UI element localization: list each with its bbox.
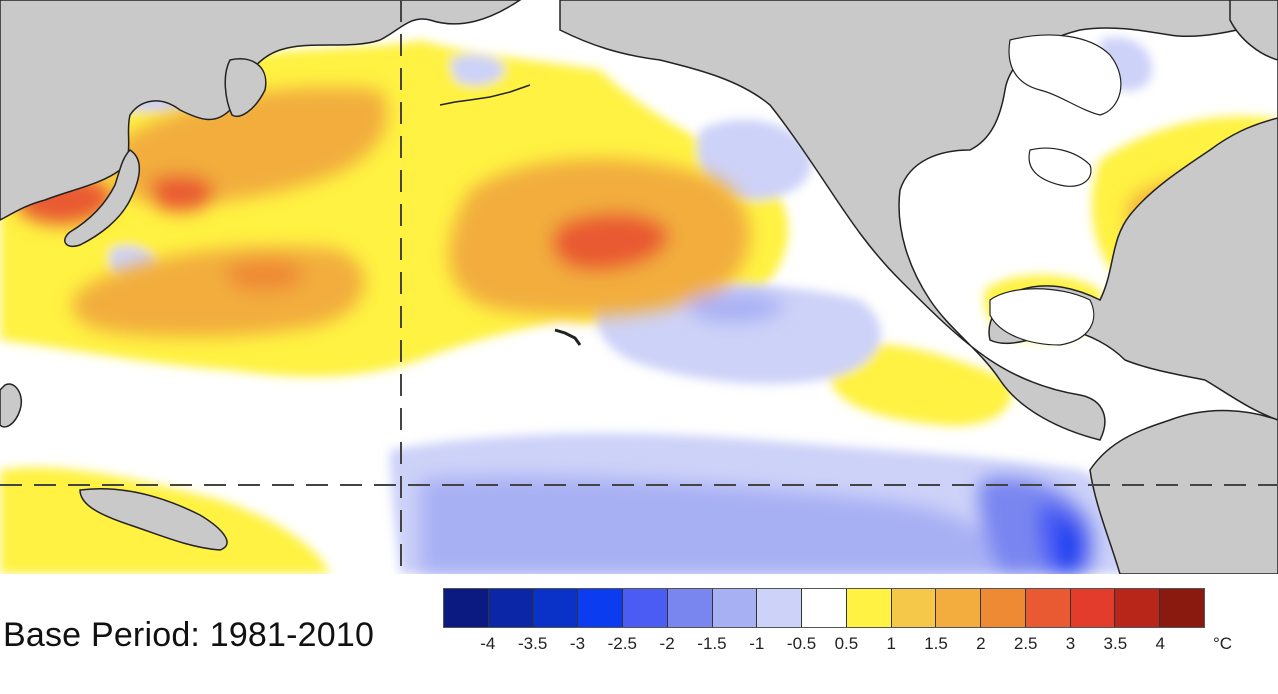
color-scale-tick-label: 1 [886, 634, 896, 653]
color-scale-swatch [891, 589, 937, 627]
philippines-landmass [0, 383, 22, 428]
color-scale-tick-label: 3 [1065, 634, 1076, 653]
color-scale-swatch [1115, 589, 1161, 627]
asia-landmass [0, 0, 522, 221]
great-lakes [1028, 147, 1092, 187]
color-scale-tick-label: -0.5 [786, 634, 817, 653]
color-scale-tick-label: -2 [659, 634, 675, 653]
color-scale-swatch [757, 589, 803, 627]
color-scale-tick-label: -2.5 [607, 634, 637, 653]
aleutian-islands [439, 84, 531, 106]
cool-anomaly-light-blue-central [596, 285, 881, 384]
japan-landmass [64, 149, 141, 247]
color-scale-ticks: -4 -3.5 -3 -2.5 -2 -1.5 -1 -0.5 0.5 1 1.5 2 2.5 3 3.5 4 [0, 634, 1278, 664]
inland-water-layer [989, 34, 1122, 346]
color-scale-swatch [444, 589, 489, 627]
color-scale-bar [443, 588, 1205, 628]
hudson-bay [1008, 34, 1122, 116]
warm-anomaly-orange-core-japan [111, 87, 388, 204]
color-scale-swatch [981, 589, 1026, 627]
cool-anomaly-light-blue-alaska [450, 54, 505, 86]
color-scale-swatch [712, 589, 758, 627]
color-scale-swatch [1025, 589, 1071, 627]
color-scale-tick-label: -3.5 [517, 634, 548, 653]
kamchatka-landmass [224, 58, 267, 117]
color-scale-swatch [846, 589, 892, 627]
new-guinea-landmass [79, 487, 228, 551]
cool-anomaly-light-blue-coast [697, 119, 812, 200]
color-scale-swatch [802, 589, 847, 627]
unit-label: °C [1213, 634, 1233, 653]
color-scale-tick-label: 2 [976, 634, 986, 653]
cool-anomaly-blue-equatorial [420, 476, 1000, 574]
color-scale-swatch [533, 589, 579, 627]
base-period-label: Base Period: 1981-2010 [3, 616, 375, 654]
cool-anomaly-deepest-blue-coast [1059, 519, 1083, 574]
color-scale-swatch [1160, 589, 1205, 627]
color-scale-swatch [623, 589, 668, 627]
warm-anomaly-yellow-east [830, 343, 1012, 426]
color-scale-swatch [488, 589, 534, 627]
warm-anomaly-red-core-northeast [551, 212, 670, 271]
color-scale-tick-label: 4 [1155, 634, 1165, 653]
sst-anomaly-map [0, 0, 1278, 574]
warm-anomaly-red-core-west [225, 259, 305, 292]
color-scale-tick-label: -1 [749, 634, 765, 653]
south-america-landmass [1089, 409, 1278, 574]
color-scale-tick-label: -4 [480, 634, 496, 653]
color-scale-swatch [936, 589, 982, 627]
north-america-landmass [559, 0, 1278, 441]
color-scale-tick-label: 0.5 [834, 634, 859, 653]
color-scale-swatch [578, 589, 624, 627]
color-scale-tick-label: -1.5 [697, 634, 727, 653]
warm-anomaly-yellow-west-edge [0, 200, 34, 300]
reference-lines [0, 0, 1278, 574]
gulf-of-mexico [989, 288, 1095, 346]
color-scale-tick-label: -3 [569, 634, 586, 653]
color-scale-tick-label: 2.5 [1013, 634, 1038, 653]
warm-anomaly-red-core-japan-east [150, 175, 215, 212]
hawaii-islands [554, 328, 582, 346]
cool-anomaly-blue-core-central [688, 293, 785, 322]
color-scale-tick-label: 3.5 [1103, 634, 1128, 653]
color-scale-swatch [667, 589, 713, 627]
color-scale-swatch [1070, 589, 1116, 627]
land-layer [0, 0, 1278, 574]
color-scale-tick-label: 1.5 [924, 634, 948, 653]
